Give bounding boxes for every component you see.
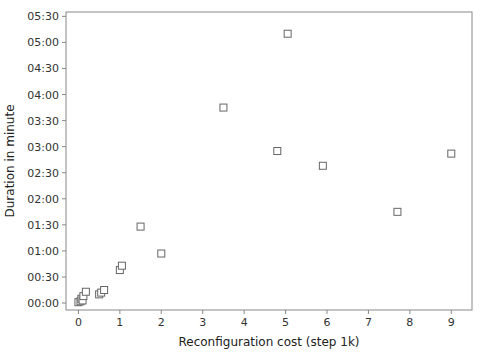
y-tick	[62, 198, 66, 199]
y-tick	[62, 276, 66, 277]
y-tick-label: 05:30	[27, 10, 59, 23]
x-tick-label: 3	[199, 316, 206, 329]
y-tick-label: 02:00	[27, 193, 59, 206]
x-axis-label: Reconfiguration cost (step 1k)	[178, 335, 359, 349]
point	[118, 262, 125, 269]
y-axis: 00:00 00:30 01:00 01:30 02:00 02:30 03:00 03:30…	[27, 10, 66, 310]
x-tick	[244, 310, 245, 314]
y-tick-label: 01:30	[27, 219, 59, 232]
y-tick-label: 01:00	[27, 245, 59, 258]
point	[137, 223, 144, 230]
x-tick	[285, 310, 286, 314]
x-tick-label: 8	[406, 316, 413, 329]
y-tick	[62, 16, 66, 17]
y-tick	[62, 303, 66, 304]
point	[158, 250, 165, 257]
x-tick-label: 0	[75, 316, 82, 329]
y-tick-label: 05:00	[27, 36, 59, 49]
point	[82, 288, 89, 295]
x-tick-label: 1	[116, 316, 123, 329]
y-axis-label: Duration in minute	[3, 104, 17, 217]
point	[394, 208, 401, 215]
x-tick-label: 5	[282, 316, 289, 329]
x-tick	[78, 310, 79, 314]
y-tick-label: 02:30	[27, 167, 59, 180]
x-tick	[327, 310, 328, 314]
point	[220, 104, 227, 111]
x-tick	[202, 310, 203, 314]
y-tick	[62, 172, 66, 173]
x-tick	[119, 310, 120, 314]
y-tick-label: 04:30	[27, 62, 59, 75]
plot-frame	[66, 12, 472, 310]
y-tick	[62, 42, 66, 43]
y-tick	[62, 250, 66, 251]
x-tick	[368, 310, 369, 314]
point	[274, 148, 281, 155]
chart-container: 0 1 2 3 4 5 6 7 8 9 00:00 00:30 01:00 01:30 02:00 02:30…	[0, 0, 486, 354]
chart-svg: 0 1 2 3 4 5 6 7 8 9 00:00 00:30 01:00 01:30 02:00 02:30…	[0, 0, 486, 354]
x-tick	[451, 310, 452, 314]
y-tick	[62, 224, 66, 225]
x-axis: 0 1 2 3 4 5 6 7 8 9	[75, 310, 455, 329]
y-tick-label: 00:00	[27, 297, 59, 310]
y-tick	[62, 94, 66, 95]
y-tick-label: 03:30	[27, 115, 59, 128]
point	[319, 162, 326, 169]
point	[101, 287, 108, 294]
y-tick	[62, 68, 66, 69]
x-tick-label: 6	[324, 316, 331, 329]
y-tick-label: 03:00	[27, 141, 59, 154]
x-tick-label: 4	[241, 316, 248, 329]
point	[448, 150, 455, 157]
x-tick-label: 2	[158, 316, 165, 329]
point	[284, 30, 291, 37]
points	[75, 30, 455, 305]
y-tick	[62, 146, 66, 147]
x-tick	[409, 310, 410, 314]
y-tick-label: 00:30	[27, 271, 59, 284]
x-tick-label: 7	[365, 316, 372, 329]
y-tick-label: 04:00	[27, 89, 59, 102]
x-tick	[161, 310, 162, 314]
x-tick-label: 9	[448, 316, 455, 329]
y-tick	[62, 120, 66, 121]
